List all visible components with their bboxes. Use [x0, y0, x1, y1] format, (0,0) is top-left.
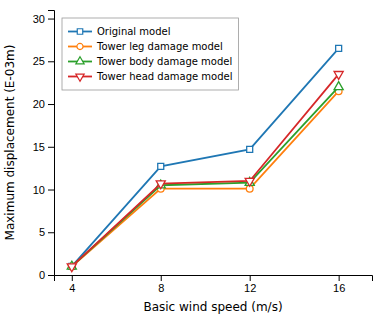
y-axis-title: Maximum displacement (E-03m) — [3, 45, 17, 241]
tick-label: 12 — [244, 282, 256, 294]
x-axis-title: Basic wind speed (m/s) — [143, 300, 282, 314]
line — [72, 91, 339, 266]
tick-label: 25 — [33, 55, 45, 67]
tick-mark — [48, 104, 54, 105]
line — [72, 87, 339, 267]
series-area — [67, 45, 343, 271]
legend-label: Original model — [97, 26, 170, 37]
tick-label: 5 — [39, 226, 45, 238]
tick-label: 16 — [333, 282, 345, 294]
legend-item: Tower body damage model — [68, 56, 232, 67]
tick-label: 20 — [33, 98, 45, 110]
legend: Original model Tower leg damage model Towe… — [62, 18, 238, 90]
marker — [156, 181, 165, 189]
tick: 5 — [39, 226, 54, 238]
tick: 15 — [33, 141, 54, 153]
marker — [245, 178, 254, 186]
legend-item: Original model — [68, 26, 170, 37]
tick: 25 — [33, 55, 54, 67]
tick-label: 8 — [158, 282, 164, 294]
tick-label: 15 — [33, 141, 45, 153]
marker — [336, 45, 342, 51]
legend-label: Tower head damage model — [96, 71, 232, 82]
legend-item: Tower leg damage model — [68, 41, 223, 52]
series — [69, 45, 342, 269]
tick: 30 — [33, 13, 54, 25]
tick-mark — [48, 19, 54, 20]
marker — [245, 177, 254, 185]
line — [72, 48, 339, 266]
tick-mark — [339, 275, 340, 281]
plot: 4 8 12 16 0 5 10 15 20 25 30 Original model Tower le… — [33, 11, 373, 294]
series — [67, 82, 343, 269]
tick-mark — [48, 147, 54, 148]
legend-box — [62, 18, 238, 90]
tick-mark — [161, 275, 162, 281]
tick: 4 — [69, 275, 75, 294]
tick-label: 10 — [33, 184, 45, 196]
chart: 4 8 12 16 0 5 10 15 20 25 30 Original model Tower le… — [0, 0, 384, 319]
legend-marker — [77, 43, 83, 49]
tick: 8 — [158, 275, 164, 294]
marker — [334, 82, 343, 90]
line — [72, 74, 339, 266]
x-axis: 4 8 12 16 — [55, 275, 373, 294]
legend-marker — [77, 29, 82, 34]
tick: 10 — [33, 184, 54, 196]
tick-mark — [48, 190, 54, 191]
legend-marker — [76, 57, 84, 64]
legend-label: Tower leg damage model — [96, 41, 223, 52]
tick-label: 0 — [39, 269, 45, 281]
legend-label: Tower body damage model — [96, 56, 232, 67]
tick-mark — [250, 275, 251, 281]
tick-mark — [48, 232, 54, 233]
axis-domain — [55, 276, 373, 282]
tick-mark — [48, 275, 54, 276]
marker — [158, 163, 164, 169]
tick-label: 30 — [33, 13, 45, 25]
tick: 20 — [33, 98, 54, 110]
tick: 16 — [333, 275, 345, 294]
legend-marker — [76, 74, 84, 81]
marker — [334, 71, 343, 79]
series — [67, 71, 343, 271]
legend-item: Tower head damage model — [68, 71, 232, 82]
y-axis: 0 5 10 15 20 25 30 — [33, 11, 55, 282]
tick-label: 4 — [69, 282, 75, 294]
tick-mark — [48, 61, 54, 62]
axis-domain — [48, 11, 55, 276]
tick-mark — [72, 275, 73, 281]
series — [68, 88, 342, 270]
tick: 0 — [39, 269, 54, 281]
marker — [67, 264, 76, 272]
marker — [247, 146, 253, 152]
tick: 12 — [244, 275, 256, 294]
